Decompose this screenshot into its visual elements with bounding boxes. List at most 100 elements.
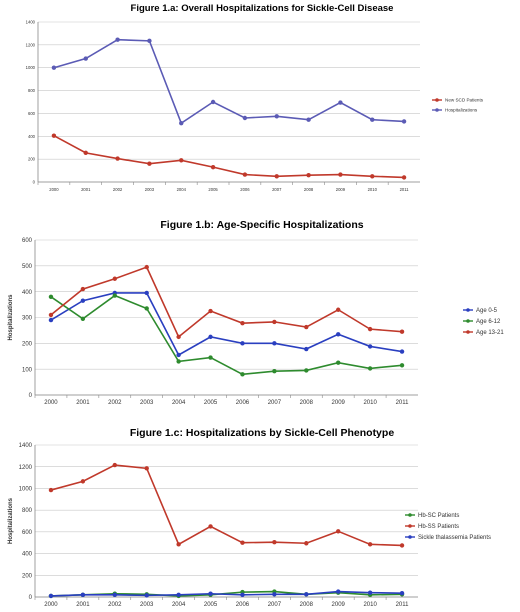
y-tick-label: 1200 <box>26 42 36 47</box>
x-tick-label: 2008 <box>300 400 314 406</box>
data-point <box>367 366 373 371</box>
series-line <box>50 464 403 547</box>
data-point <box>399 363 405 368</box>
x-tick-label: 2011 <box>396 602 410 608</box>
y-tick-label: 0 <box>29 393 33 399</box>
data-point <box>112 293 117 298</box>
data-point <box>83 56 88 61</box>
data-point <box>272 341 277 346</box>
y-tick-label: 800 <box>22 508 33 514</box>
data-point <box>144 466 149 471</box>
data-point <box>112 462 117 468</box>
data-point <box>48 317 54 323</box>
data-point <box>240 540 245 545</box>
y-tick-label: 1000 <box>26 65 36 70</box>
y-tick-label: 200 <box>22 573 33 579</box>
x-tick-label: 2000 <box>44 602 58 608</box>
y-axis-label: Hospitalizations <box>8 497 14 544</box>
data-point <box>208 591 213 596</box>
legend-marker <box>408 513 412 517</box>
data-point <box>399 543 405 548</box>
chart-title: Figure 1.a: Overall Hospitalizations for… <box>131 3 394 14</box>
data-point <box>367 542 373 547</box>
x-tick-label: 2009 <box>336 187 346 192</box>
y-tick-label: 400 <box>22 290 33 296</box>
legend-label: New SCD Patients <box>445 98 484 103</box>
y-tick-label: 1200 <box>19 465 33 471</box>
data-point <box>304 368 309 373</box>
series-line <box>50 266 403 339</box>
data-point <box>336 589 341 594</box>
x-tick-label: 2008 <box>300 602 314 608</box>
data-point <box>80 592 86 598</box>
data-point <box>144 290 149 296</box>
data-point <box>274 114 279 119</box>
data-point <box>208 524 213 529</box>
data-point <box>147 38 152 44</box>
data-point <box>80 286 86 292</box>
legend-label: Age 13-21 <box>476 330 504 336</box>
data-point <box>304 324 309 330</box>
x-tick-label: 2001 <box>81 187 91 192</box>
y-tick-label: 400 <box>28 134 36 139</box>
legend-marker <box>435 108 439 112</box>
data-point <box>210 99 216 105</box>
data-point <box>48 312 54 318</box>
data-point <box>304 592 309 597</box>
x-tick-label: 2004 <box>172 400 186 406</box>
series-line <box>53 135 405 179</box>
chart-title: Figure 1.c: Hospitalizations by Sickle-C… <box>130 427 394 439</box>
data-point <box>210 164 216 170</box>
y-tick-label: 400 <box>22 552 33 558</box>
data-point <box>336 360 341 365</box>
data-point <box>48 487 54 493</box>
legend-label: Hb-SS Patients <box>418 524 459 530</box>
y-tick-label: 0 <box>29 595 33 601</box>
data-point <box>112 276 117 281</box>
data-point <box>240 341 245 346</box>
x-tick-label: 2009 <box>332 400 346 406</box>
series-line <box>50 292 403 357</box>
x-tick-label: 2004 <box>172 602 186 608</box>
chart-overall-hospitalizations: Figure 1.a: Overall Hospitalizations for… <box>26 3 484 192</box>
x-tick-label: 2002 <box>108 400 122 406</box>
x-tick-label: 2006 <box>240 187 250 192</box>
data-point <box>272 369 277 374</box>
x-tick-label: 2003 <box>140 400 154 406</box>
data-point <box>179 120 184 126</box>
x-tick-label: 2005 <box>204 602 218 608</box>
data-point <box>144 306 149 311</box>
data-point <box>144 593 149 598</box>
data-point <box>240 372 245 377</box>
x-tick-label: 2009 <box>332 602 346 608</box>
y-tick-label: 600 <box>28 111 36 116</box>
x-tick-label: 2006 <box>236 602 250 608</box>
data-point <box>367 326 373 332</box>
x-tick-label: 2010 <box>363 602 377 608</box>
y-tick-label: 300 <box>22 316 33 322</box>
legend-label: Hb-SC Patients <box>418 513 459 519</box>
data-point <box>240 592 245 598</box>
data-point <box>176 592 181 598</box>
data-point <box>176 359 181 364</box>
y-tick-label: 600 <box>22 238 33 244</box>
y-tick-label: 0 <box>33 179 36 184</box>
data-point <box>147 161 152 166</box>
data-point <box>272 539 277 545</box>
x-tick-label: 2001 <box>76 602 90 608</box>
legend-label: Age 6-12 <box>476 319 501 325</box>
x-tick-label: 2010 <box>363 400 377 406</box>
data-point <box>336 529 341 534</box>
y-tick-label: 800 <box>28 88 36 93</box>
legend-marker <box>435 98 439 102</box>
data-point <box>272 592 277 597</box>
y-tick-label: 1400 <box>19 443 33 449</box>
data-point <box>399 349 405 354</box>
data-point <box>80 479 86 484</box>
series-line <box>50 294 403 376</box>
data-point <box>399 329 405 334</box>
data-point <box>242 115 248 121</box>
data-point <box>304 541 309 546</box>
data-point <box>306 117 311 122</box>
